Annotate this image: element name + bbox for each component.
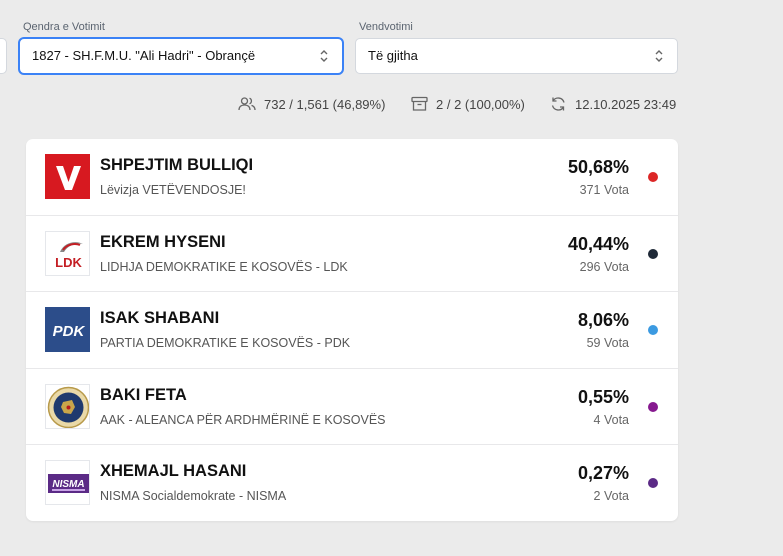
voters-stat: 732 / 1,561 (46,89%) — [238, 96, 385, 112]
party-color-dot — [648, 478, 658, 488]
vote-percent: 40,44% — [567, 233, 629, 254]
candidate-name: ISAK SHABANI — [100, 309, 220, 327]
party-name: LIDHJA DEMOKRATIKE E KOSOVËS - LDK — [100, 259, 348, 274]
chevron-up-down-icon — [320, 50, 328, 62]
previous-filter-select[interactable] — [0, 38, 7, 74]
vote-count: 4 Vota — [593, 412, 629, 427]
party-color-dot — [648, 325, 658, 335]
pdk-logo-icon: PDK — [45, 307, 90, 352]
ldk-logo-icon: LDK — [45, 230, 90, 276]
svg-text:NISMA: NISMA — [52, 479, 84, 490]
center-select[interactable]: 1827 - SH.F.M.U. "Ali Hadri" - Obrançë — [19, 38, 343, 74]
svg-text:LDK: LDK — [55, 255, 82, 270]
party-name: NISMA Socialdemokrate - NISMA — [100, 489, 287, 503]
vote-count: 296 Vota — [579, 259, 629, 274]
station-select[interactable]: Të gjitha — [355, 38, 678, 74]
nisma-logo-icon: NISMA — [45, 460, 90, 505]
results-card: SHPEJTIM BULLIQI Lëvizja VETËVENDOSJE! 5… — [26, 139, 678, 521]
party-name: PARTIA DEMOKRATIKE E KOSOVËS - PDK — [100, 336, 351, 350]
stations-stat: 2 / 2 (100,00%) — [411, 96, 525, 112]
candidate-row[interactable]: NISMA XHEMAJL HASANI NISMA Socialdemokra… — [26, 445, 678, 522]
svg-text:PDK: PDK — [53, 323, 86, 340]
center-label: Qendra e Votimit — [23, 21, 105, 33]
vv-logo-icon — [45, 154, 90, 199]
vote-percent: 8,06% — [577, 310, 629, 330]
stations-stat-text: 2 / 2 (100,00%) — [436, 96, 525, 112]
candidate-name: XHEMAJL HASANI — [100, 462, 247, 480]
users-icon — [238, 97, 256, 111]
vote-percent: 0,27% — [577, 463, 629, 483]
candidate-name: BAKI FETA — [100, 385, 187, 404]
party-name: Lëvizja VETËVENDOSJE! — [100, 183, 246, 197]
vote-percent: 0,55% — [577, 386, 629, 407]
archive-box-icon — [411, 96, 428, 111]
aak-logo-icon — [45, 383, 90, 429]
voters-stat-text: 732 / 1,561 (46,89%) — [264, 96, 386, 112]
chevron-up-down-icon — [655, 50, 663, 62]
party-color-dot — [648, 248, 658, 259]
vote-count: 2 Vota — [593, 489, 629, 503]
party-name: AAK - ALEANCA PËR ARDHMËRINË E KOSOVËS — [100, 412, 386, 427]
candidate-name: SHPEJTIM BULLIQI — [100, 156, 254, 174]
center-select-value: 1827 - SH.F.M.U. "Ali Hadri" - Obrançë — [32, 48, 256, 63]
vote-count: 371 Vota — [579, 183, 629, 197]
station-label: Vendvotimi — [359, 21, 413, 33]
candidate-row[interactable]: PDK ISAK SHABANI PARTIA DEMOKRATIKE E KO… — [26, 292, 678, 369]
candidate-row[interactable]: BAKI FETA AAK - ALEANCA PËR ARDHMËRINË E… — [26, 369, 678, 445]
party-color-dot — [648, 172, 658, 182]
vote-count: 59 Vota — [586, 336, 629, 350]
party-color-dot — [648, 401, 658, 412]
candidate-name: EKREM HYSENI — [100, 232, 226, 251]
updated-stat-text: 12.10.2025 23:49 — [575, 96, 677, 112]
station-select-value: Të gjitha — [368, 48, 418, 63]
updated-stat: 12.10.2025 23:49 — [550, 96, 676, 112]
refresh-icon — [551, 97, 565, 111]
vote-percent: 50,68% — [567, 157, 629, 177]
candidate-row[interactable]: LDK EKREM HYSENI LIDHJA DEMOKRATIKE E KO… — [26, 216, 678, 292]
candidate-row[interactable]: SHPEJTIM BULLIQI Lëvizja VETËVENDOSJE! 5… — [26, 139, 678, 216]
